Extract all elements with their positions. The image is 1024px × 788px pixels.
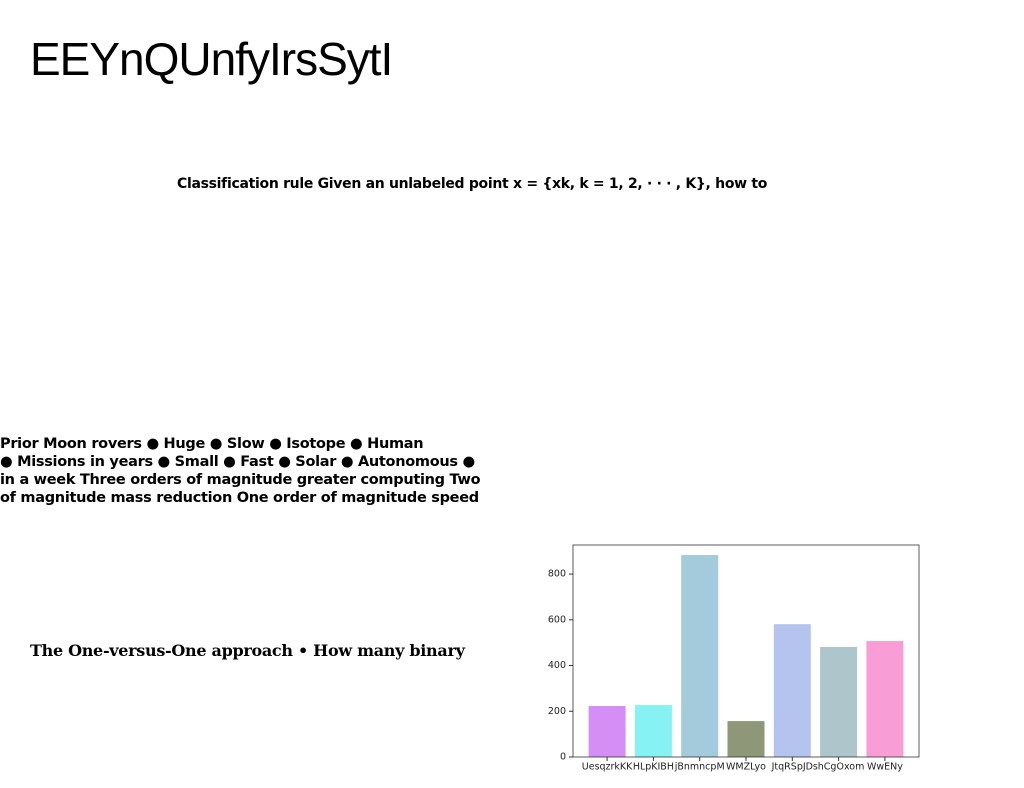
paragraph: Prior Moon rovers ● Huge ● Slow ● Isotop… — [0, 435, 481, 507]
slide-title: EEYnQUnfyIrsSytI — [30, 33, 393, 85]
x-tick-label: jBnmncpM — [674, 762, 725, 773]
y-tick-label: 600 — [548, 614, 566, 625]
y-tick-label: 400 — [548, 660, 566, 671]
paragraph-line: of magnitude mass reduction One order of… — [0, 490, 479, 506]
x-tick-label: HLpKIBH — [633, 762, 674, 773]
bar — [588, 706, 626, 757]
y-tick-label: 200 — [548, 706, 566, 717]
x-tick-label: WwENy — [867, 762, 903, 773]
bar — [866, 641, 904, 757]
bar — [681, 555, 719, 757]
paragraph-line: Prior Moon rovers ● Huge ● Slow ● Isotop… — [0, 436, 424, 452]
bar — [634, 705, 672, 757]
x-tick-label: WMZLyo — [726, 762, 766, 773]
x-tick-label: shCgOxom — [813, 762, 865, 773]
plot-frame — [572, 544, 920, 758]
x-tick-label: UesqzrkKK — [582, 762, 633, 773]
bar — [727, 721, 765, 757]
bar — [773, 624, 811, 757]
y-tick-label: 800 — [548, 569, 566, 580]
bar — [820, 646, 858, 757]
subtitle: Classification rule Given an unlabeled p… — [177, 176, 768, 192]
paragraph-line: in a week Three orders of magnitude grea… — [0, 472, 481, 488]
caption: The One-versus-One approach • How many b… — [30, 641, 465, 660]
x-tick-label: JtqRSpJD — [771, 762, 813, 773]
y-tick-label: 0 — [560, 752, 566, 763]
paragraph-line: ● Missions in years ● Small ● Fast ● Sol… — [0, 454, 475, 470]
